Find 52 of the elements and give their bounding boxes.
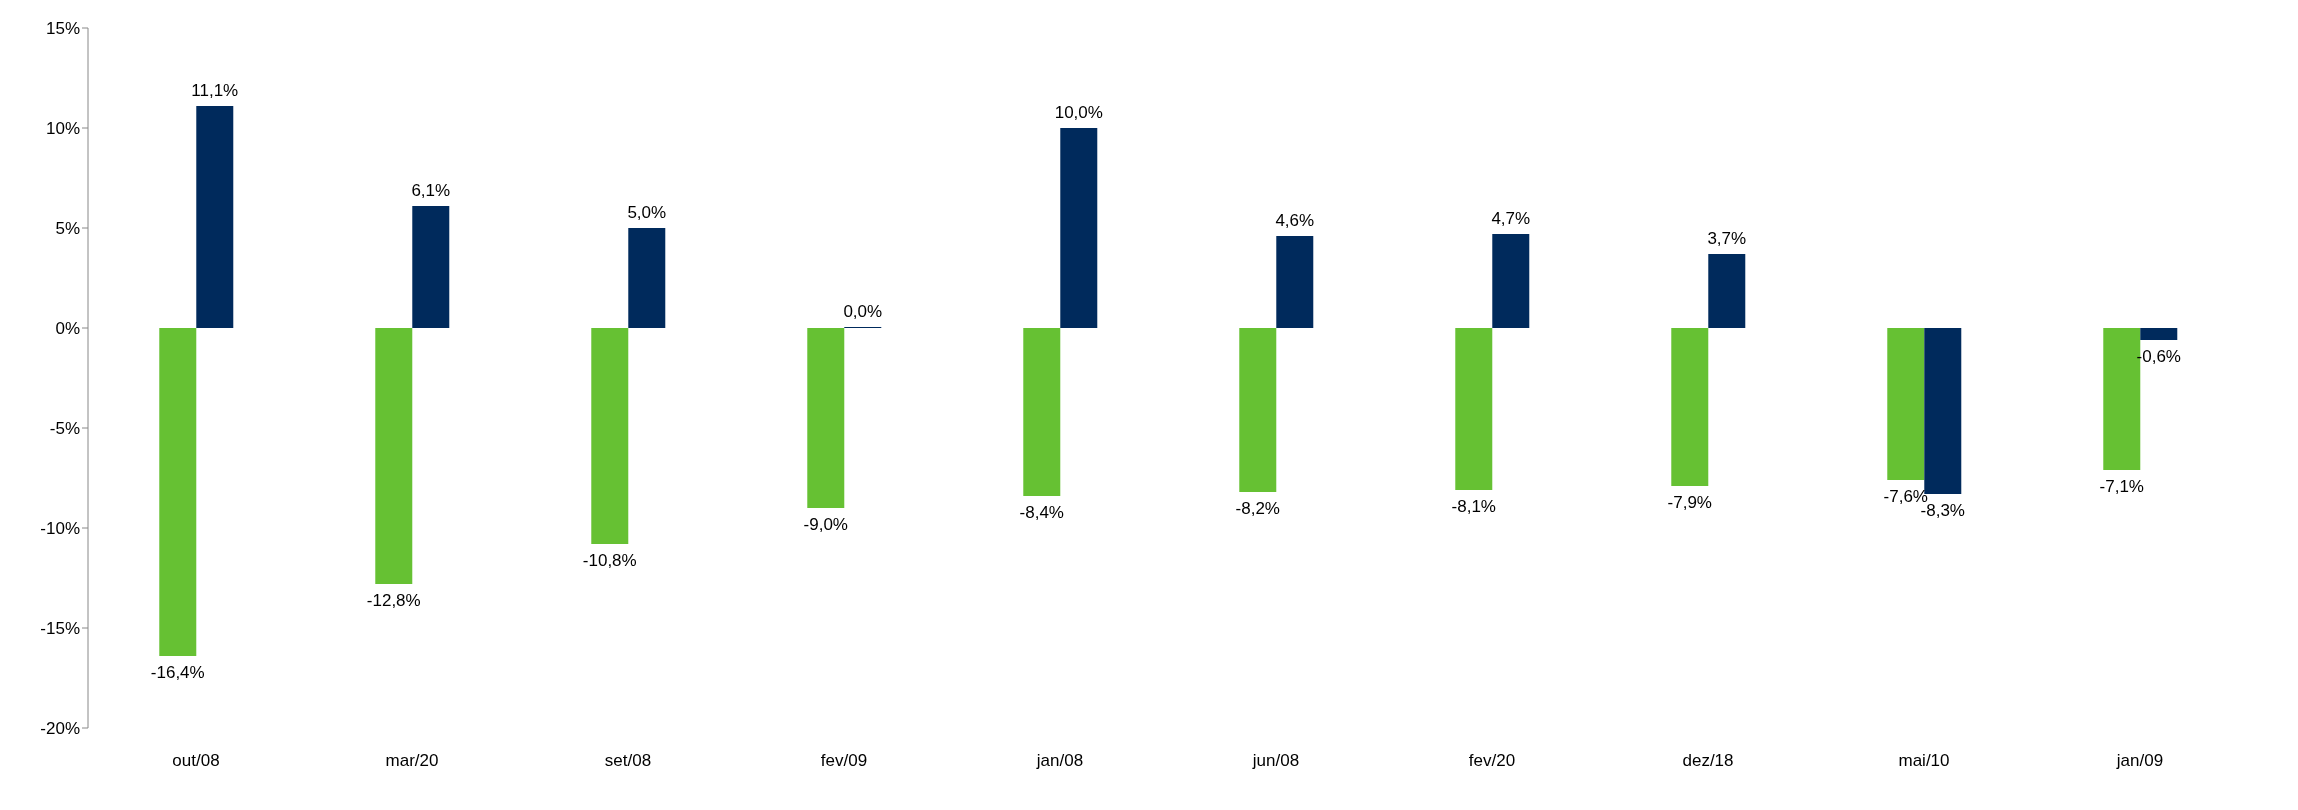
x-tick-label: fev/20 [1468,751,1516,771]
x-tick-label: jun/08 [1251,751,1300,771]
bar [1708,254,1746,328]
x-tick-label: mai/10 [1898,751,1950,771]
bar [375,328,413,584]
y-tick-label: 0% [55,319,80,339]
y-tick-label: -20% [40,719,80,739]
data-label: -8,4% [1019,503,1064,522]
data-label: -10,8% [582,551,637,570]
bar [1455,328,1493,490]
data-label: -8,1% [1451,497,1496,516]
bar [1492,234,1530,328]
bar [2140,328,2178,340]
data-label: -8,2% [1235,499,1280,518]
x-tick-label: set/08 [604,751,652,771]
data-label: 4,6% [1275,211,1315,230]
y-tick-label: -5% [49,419,80,439]
bar [412,206,450,328]
bar [1239,328,1277,492]
x-tick-label: out/08 [172,751,220,771]
x-tick-label: dez/18 [1682,751,1734,771]
bar [1887,328,1925,480]
data-label: -9,0% [803,515,848,534]
x-tick-label: jan/09 [2115,751,2164,771]
bar [196,106,234,328]
y-tick-label: 10% [45,119,80,139]
data-label: 6,1% [411,181,451,200]
y-tick-label: -15% [40,619,80,639]
y-tick-label: -10% [40,519,80,539]
bar [1276,236,1314,328]
data-label: 4,7% [1491,209,1531,228]
bar [159,328,197,656]
data-label: 3,7% [1707,229,1747,248]
bar [591,328,629,544]
data-label: -7,1% [2099,477,2144,496]
data-label: 0,0% [843,302,883,321]
bar [807,328,845,508]
x-tick-label: fev/09 [820,751,868,771]
x-tick-label: mar/20 [385,751,439,771]
bar [1671,328,1709,486]
y-tick-label: 15% [45,19,80,39]
y-tick-label: 5% [55,219,80,239]
data-label: -12,8% [366,591,421,610]
data-label: -7,9% [1667,493,1712,512]
data-label: 11,1% [191,81,239,100]
bar [1023,328,1061,496]
bar [628,228,666,328]
data-label: -16,4% [150,663,205,682]
data-label: 5,0% [627,203,667,222]
data-label: 10,0% [1054,103,1103,122]
bar [1060,128,1098,328]
x-tick-label: jan/08 [1035,751,1084,771]
